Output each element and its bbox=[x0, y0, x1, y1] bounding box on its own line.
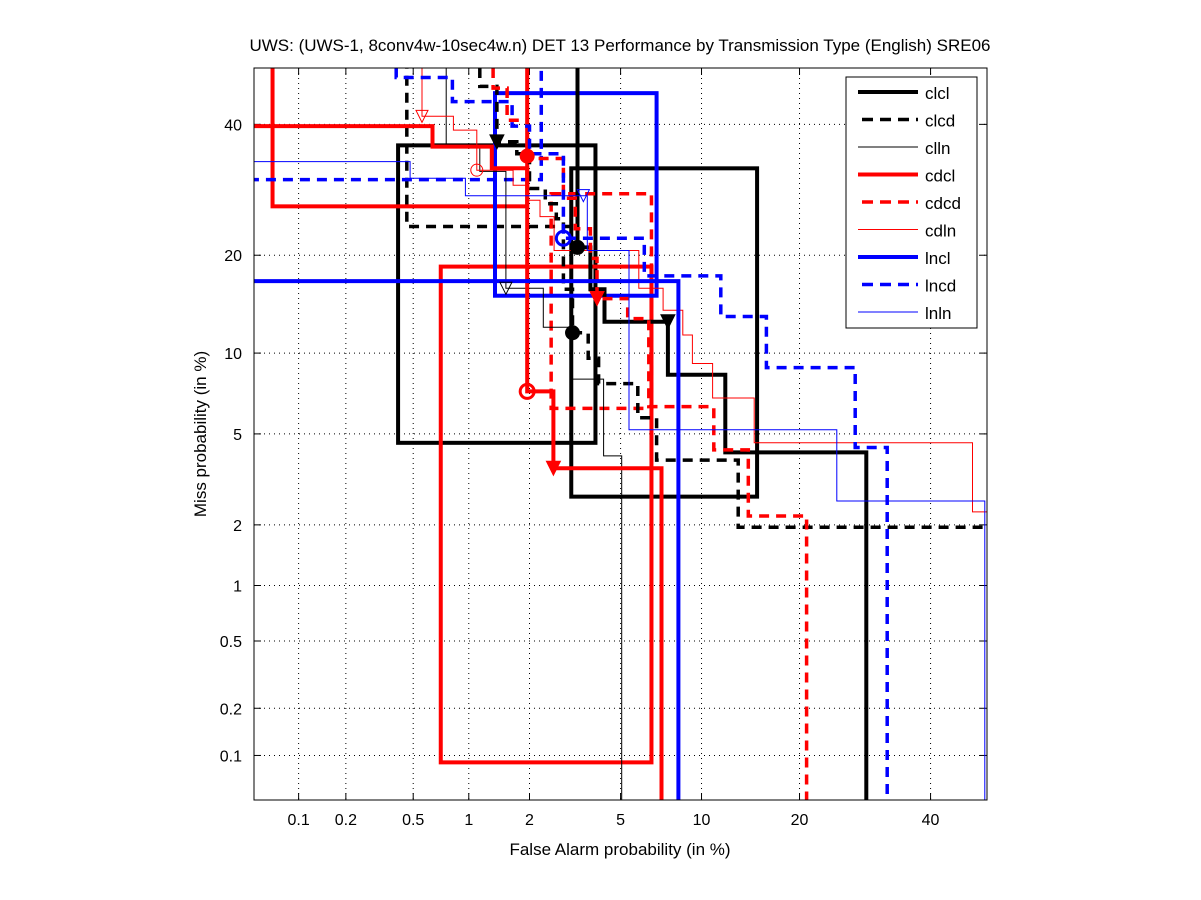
legend-label-clcd: clcd bbox=[925, 112, 955, 131]
y-axis-label: Miss probability (in %) bbox=[191, 351, 210, 517]
y-tick-label: 0.1 bbox=[220, 748, 242, 765]
x-tick-label: 5 bbox=[616, 812, 625, 829]
legend-label-clln: clln bbox=[925, 139, 951, 158]
x-tick-label: 0.5 bbox=[402, 812, 424, 829]
cdcl-triangle-marker bbox=[545, 460, 562, 477]
x-tick-label: 0.2 bbox=[335, 812, 357, 829]
cdcl-circle-marker bbox=[518, 382, 536, 400]
cdcl-confidence-box bbox=[270, 68, 530, 209]
x-axis-label: False Alarm probability (in %) bbox=[509, 840, 730, 859]
legend-label-lnln: lnln bbox=[925, 304, 951, 323]
x-tick-label: 10 bbox=[693, 812, 711, 829]
clcd-circle-marker bbox=[565, 325, 581, 341]
y-tick-label: 20 bbox=[224, 248, 242, 265]
cdcd-triangle-marker bbox=[589, 291, 605, 307]
lncd-confidence-box bbox=[254, 68, 544, 182]
clcl-circle-marker bbox=[569, 239, 585, 255]
legend-label-lncl: lncl bbox=[925, 249, 951, 268]
clcl-det-curve bbox=[575, 68, 869, 800]
lncl-det-curve bbox=[254, 279, 681, 800]
legend-label-clcl: clcl bbox=[925, 84, 950, 103]
series-markers bbox=[415, 109, 676, 477]
axes-frame bbox=[253, 67, 988, 801]
y-tick-label: 1 bbox=[233, 579, 242, 596]
x-tick-label: 1 bbox=[464, 812, 473, 829]
cdcl-det-curve bbox=[254, 124, 664, 800]
y-tick-label: 10 bbox=[224, 346, 242, 363]
cdcd-confidence-box bbox=[549, 191, 654, 411]
y-tick-label: 0.2 bbox=[220, 701, 242, 718]
lncd-det-curve bbox=[394, 68, 889, 800]
clcl-triangle-marker bbox=[660, 314, 676, 330]
series-lines bbox=[254, 68, 987, 800]
x-tick-label: 2 bbox=[525, 812, 534, 829]
y-tick-label: 40 bbox=[224, 117, 242, 134]
cdln-triangle-marker bbox=[415, 109, 429, 124]
y-tick-label: 2 bbox=[233, 518, 242, 535]
cdln-det-curve bbox=[421, 68, 987, 513]
x-tick-label: 40 bbox=[922, 812, 940, 829]
y-tick-label: 0.5 bbox=[220, 634, 242, 651]
cdcl-circle-marker bbox=[519, 148, 535, 164]
chart-title: UWS: (UWS-1, 8conv4w-10sec4w.n) DET 13 P… bbox=[249, 36, 990, 55]
legend-label-lncd: lncd bbox=[925, 277, 956, 296]
cdln-circle-marker bbox=[470, 163, 484, 177]
confidence-boxes bbox=[254, 68, 760, 765]
cdcd-det-curve bbox=[491, 68, 809, 800]
x-tick-label: 0.1 bbox=[287, 812, 309, 829]
legend-label-cdcd: cdcd bbox=[925, 194, 961, 213]
lnln-det-curve bbox=[254, 161, 986, 800]
lncd-circle-marker bbox=[554, 229, 572, 247]
y-tick-label: 5 bbox=[233, 427, 242, 444]
clln-det-curve bbox=[445, 68, 623, 800]
clcd-triangle-marker bbox=[489, 134, 505, 150]
tick-labels: 0.1 0.2 0.5 1 2 5 10 20 40 0.1 0.2 0.5 1 2 5 10 20 40 bbox=[220, 117, 940, 829]
cdcl-confidence-box bbox=[438, 264, 654, 765]
legend-label-cdcl: cdcl bbox=[925, 167, 955, 186]
lnln-triangle-marker bbox=[576, 189, 591, 203]
legend-label-cdln: cdln bbox=[925, 222, 956, 241]
x-tick-label: 20 bbox=[791, 812, 809, 829]
clln-triangle-marker bbox=[499, 281, 513, 296]
legend: clcl clcd clln cdcl cdcd cdln lncl lncd lnln bbox=[845, 76, 978, 329]
